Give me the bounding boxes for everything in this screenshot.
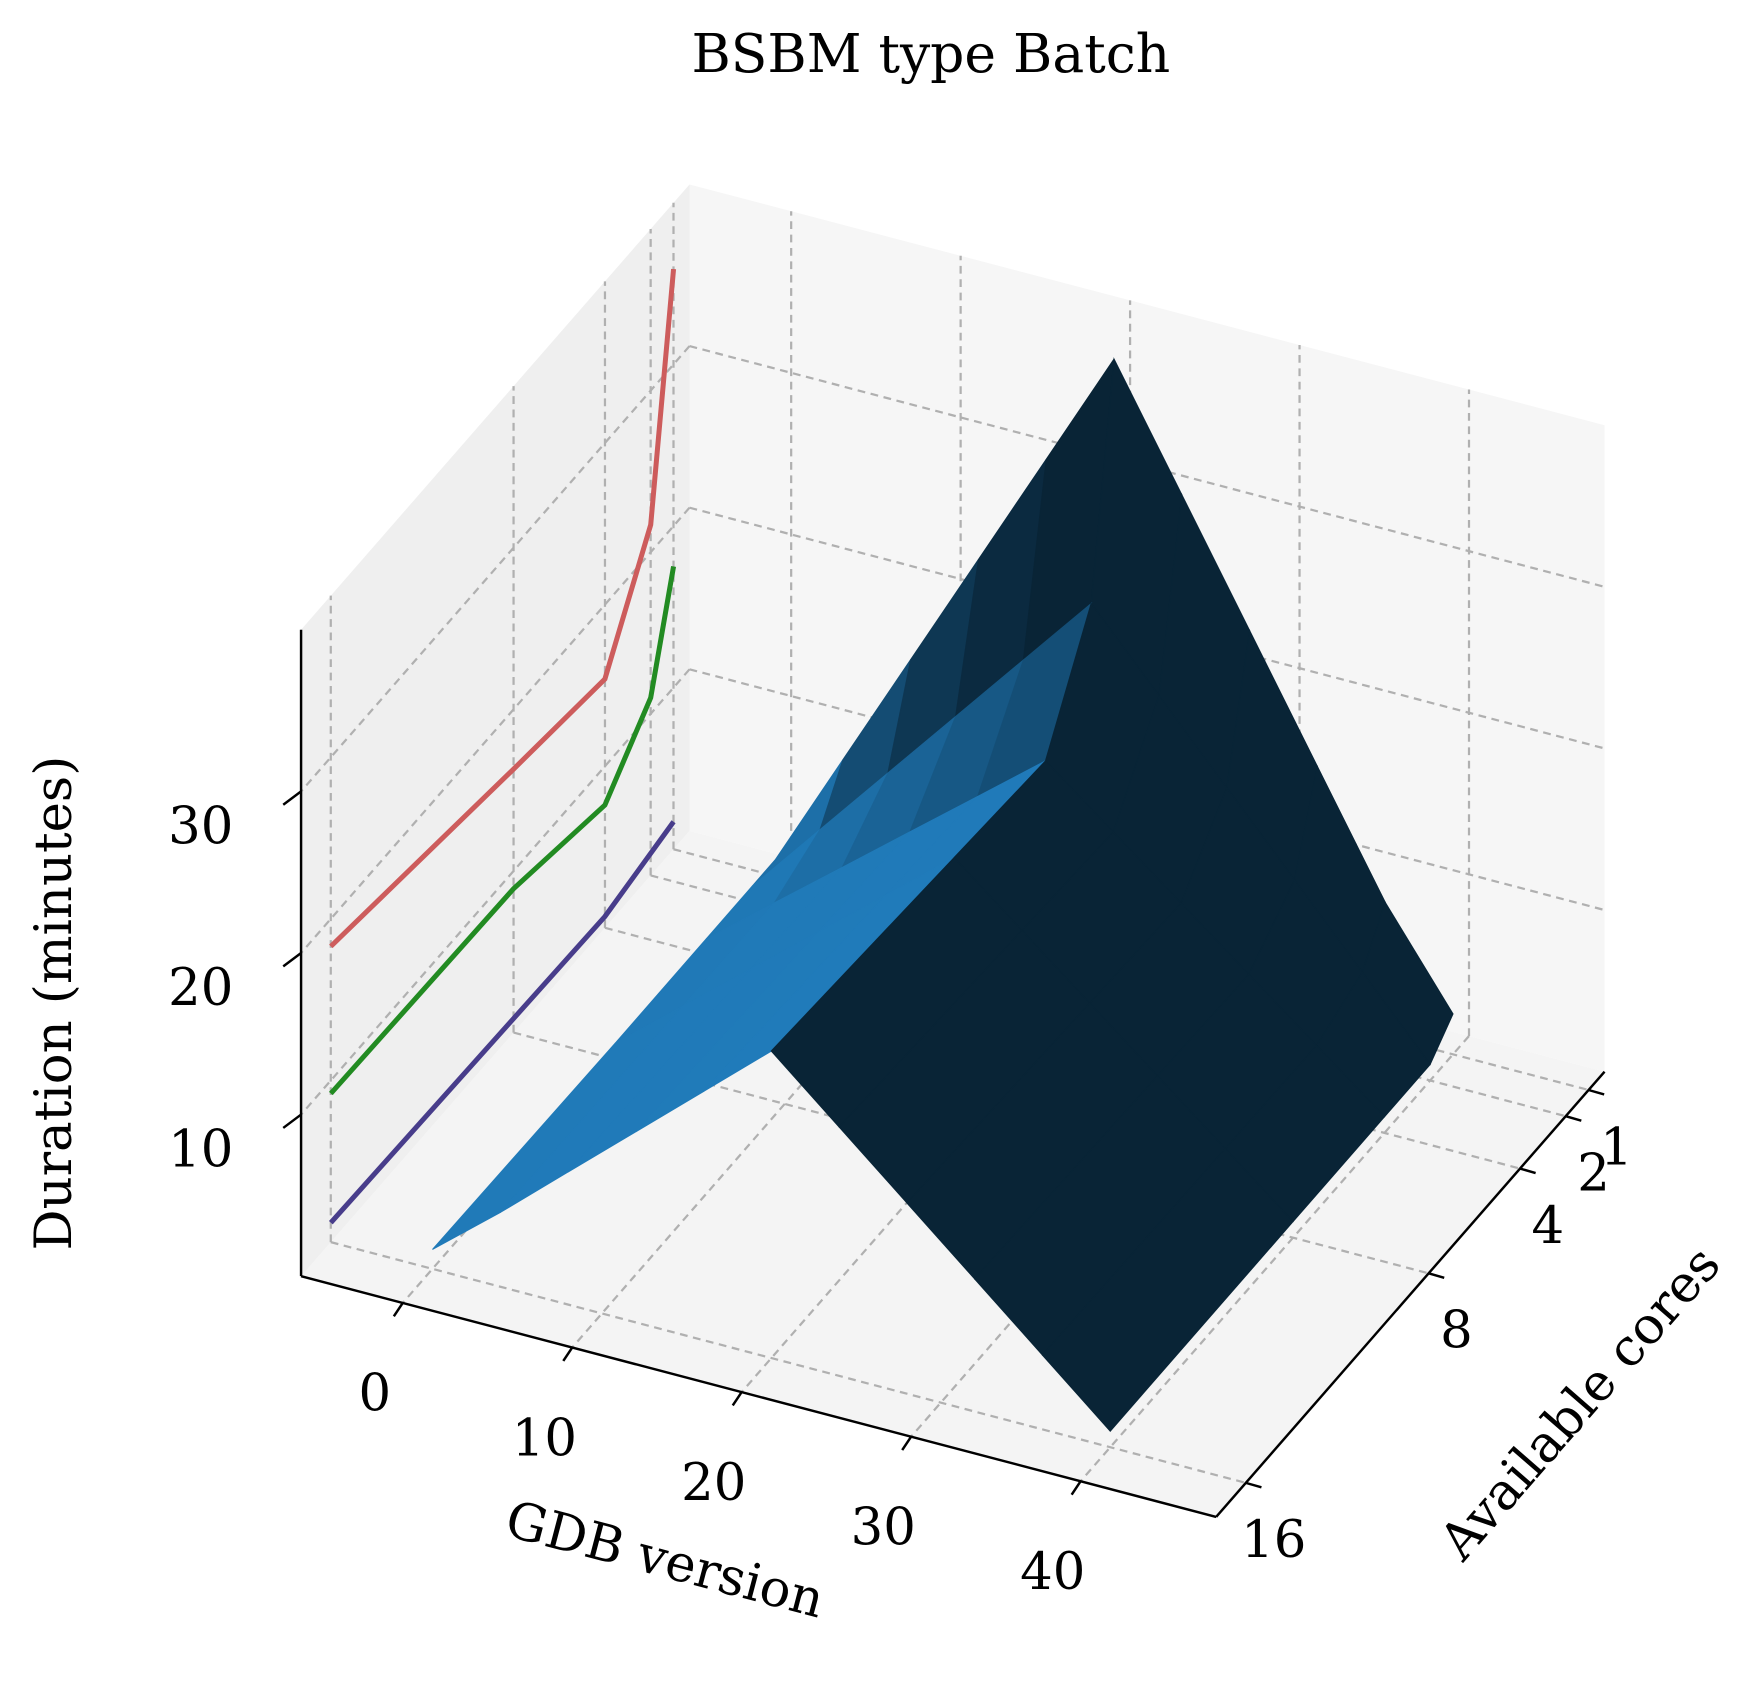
z-tick xyxy=(282,1113,302,1129)
x-tick xyxy=(901,1436,913,1451)
x-tick xyxy=(731,1391,743,1407)
grid-line xyxy=(1079,1035,1470,1482)
x-tick xyxy=(1070,1480,1082,1496)
y-axis xyxy=(1215,1070,1606,1518)
z-tick-label: 30 xyxy=(168,796,233,856)
wall-line xyxy=(329,268,677,949)
y-tick-label: 4 xyxy=(1532,1196,1565,1256)
y-tick-label: 1 xyxy=(1600,1117,1633,1177)
grid-line xyxy=(330,1241,1247,1484)
x-tick xyxy=(562,1346,574,1362)
marks xyxy=(328,268,1454,1432)
z-tick-label: 20 xyxy=(168,958,233,1018)
wall-line xyxy=(328,820,676,1225)
y-tick-label: 2 xyxy=(1577,1143,1610,1203)
z-axis-label: Duration (minutes) xyxy=(24,756,84,1251)
grid-line xyxy=(300,668,691,1116)
x-tick-label: 40 xyxy=(1020,1542,1085,1602)
grid-line xyxy=(300,345,691,793)
y-tick xyxy=(1519,1167,1536,1175)
z-tick xyxy=(282,951,302,968)
y-tick xyxy=(1588,1088,1605,1096)
y-tick-label: 16 xyxy=(1241,1510,1306,1570)
x-tick-label: 30 xyxy=(851,1497,916,1557)
x-tick-label: 0 xyxy=(359,1364,392,1424)
x-tick xyxy=(392,1302,404,1317)
z-tick-label: 10 xyxy=(168,1120,233,1180)
y-tick xyxy=(1565,1115,1582,1122)
y-tick xyxy=(1245,1481,1262,1489)
axes xyxy=(282,629,1606,1519)
y-tick-label: 8 xyxy=(1440,1301,1473,1361)
y-tick xyxy=(1428,1272,1445,1279)
z-tick xyxy=(282,790,302,806)
wall-line xyxy=(328,565,677,1096)
grid-line xyxy=(300,506,691,954)
x-tick-label: 20 xyxy=(681,1453,746,1513)
surface-cell xyxy=(1041,1147,1294,1432)
x-tick-label: 10 xyxy=(512,1408,577,1468)
chart-title: BSBM type Batch xyxy=(691,22,1170,85)
x-axis xyxy=(300,1274,1217,1519)
